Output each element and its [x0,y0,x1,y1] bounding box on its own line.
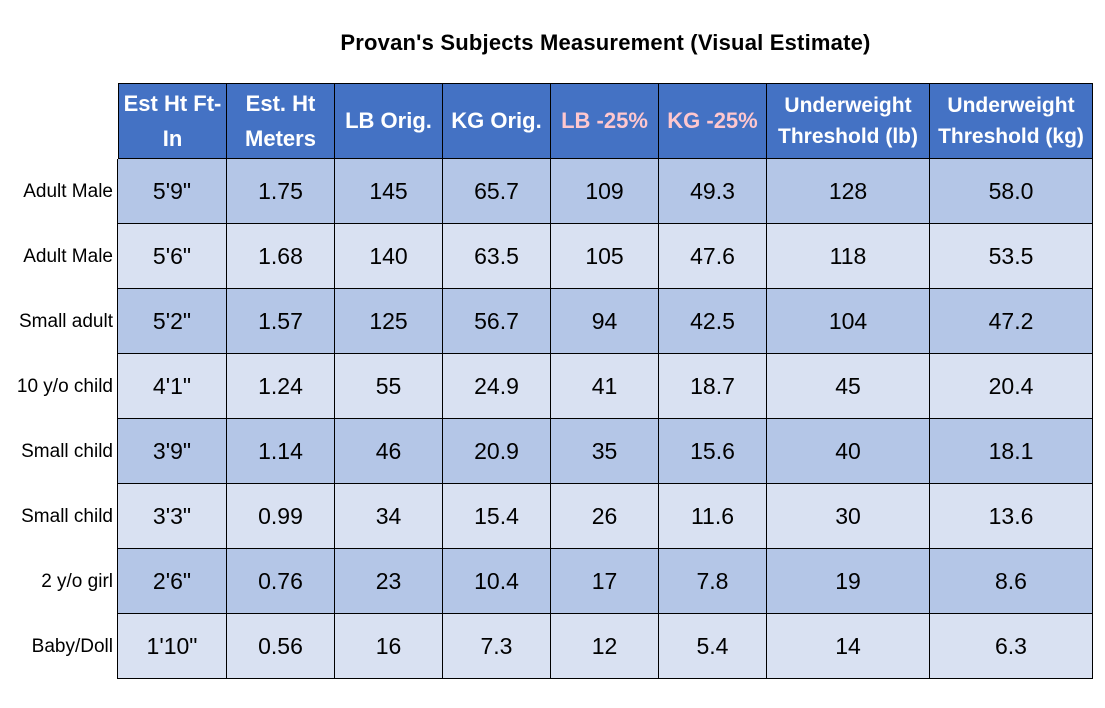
table-cell: 0.56 [227,614,335,679]
table-cell: 18.7 [659,354,767,419]
table-cell: 55 [335,354,443,419]
table-cell: 145 [335,159,443,224]
table-cell: 0.76 [227,549,335,614]
table-cell: 15.4 [443,484,551,549]
table-cell: 24.9 [443,354,551,419]
table-cell: 1.68 [227,224,335,289]
table-cell: 128 [767,159,930,224]
table-cell: 46 [335,419,443,484]
table-cell: 26 [551,484,659,549]
column-header-est-ht-meters: Est. Ht Meters [227,83,335,159]
table-cell: 19 [767,549,930,614]
table-cell: 20.9 [443,419,551,484]
table-cell: 40 [767,419,930,484]
table-cell: 5.4 [659,614,767,679]
table-cell: 41 [551,354,659,419]
table-cell: 11.6 [659,484,767,549]
table-cell: 45 [767,354,930,419]
column-header-kg-minus-25: KG -25% [659,83,767,159]
table-cell: 16 [335,614,443,679]
row-label: 10 y/o child [0,354,118,419]
table-cell: 118 [767,224,930,289]
table-cell: 20.4 [930,354,1093,419]
table-cell: 65.7 [443,159,551,224]
table-cell: 13.6 [930,484,1093,549]
table-cell: 53.5 [930,224,1093,289]
table-corner [0,83,118,159]
column-header-lb-minus-25: LB -25% [551,83,659,159]
row-label: 2 y/o girl [0,549,118,614]
table-cell: 17 [551,549,659,614]
table-cell: 10.4 [443,549,551,614]
table-cell: 15.6 [659,419,767,484]
column-header-underweight-kg: Underweight Threshold (kg) [930,83,1093,159]
row-label: Small child [0,419,118,484]
row-label: Adult Male [0,224,118,289]
table-cell: 5'2" [118,289,227,354]
table-cell: 34 [335,484,443,549]
table-cell: 7.8 [659,549,767,614]
table-cell: 49.3 [659,159,767,224]
table-cell: 2'6" [118,549,227,614]
table-cell: 42.5 [659,289,767,354]
table-cell: 47.2 [930,289,1093,354]
table-cell: 14 [767,614,930,679]
table-cell: 47.6 [659,224,767,289]
table-cell: 18.1 [930,419,1093,484]
table-cell: 109 [551,159,659,224]
table-cell: 0.99 [227,484,335,549]
table-cell: 56.7 [443,289,551,354]
table-cell: 1.24 [227,354,335,419]
row-label: Small adult [0,289,118,354]
table-cell: 1.75 [227,159,335,224]
table-cell: 3'3" [118,484,227,549]
table-cell: 23 [335,549,443,614]
table-cell: 5'9" [118,159,227,224]
column-header-est-ht-ft-in: Est Ht Ft-In [118,83,227,159]
table-cell: 4'1" [118,354,227,419]
row-label: Small child [0,484,118,549]
table-cell: 30 [767,484,930,549]
column-header-kg-orig: KG Orig. [443,83,551,159]
table-cell: 105 [551,224,659,289]
row-label: Adult Male [0,159,118,224]
measurement-table: Est Ht Ft-In Est. Ht Meters LB Orig. KG … [0,83,1093,679]
table-cell: 94 [551,289,659,354]
table-cell: 1'10" [118,614,227,679]
table-title: Provan's Subjects Measurement (Visual Es… [340,30,871,55]
table-cell: 58.0 [930,159,1093,224]
table-cell: 5'6" [118,224,227,289]
table-cell: 12 [551,614,659,679]
table-cell: 6.3 [930,614,1093,679]
table-cell: 104 [767,289,930,354]
table-cell: 7.3 [443,614,551,679]
table-cell: 140 [335,224,443,289]
column-header-lb-orig: LB Orig. [335,83,443,159]
row-label: Baby/Doll [0,614,118,679]
column-header-underweight-lb: Underweight Threshold (lb) [767,83,930,159]
table-cell: 125 [335,289,443,354]
table-cell: 35 [551,419,659,484]
table-cell: 3'9" [118,419,227,484]
table-cell: 63.5 [443,224,551,289]
table-cell: 1.57 [227,289,335,354]
table-cell: 8.6 [930,549,1093,614]
table-cell: 1.14 [227,419,335,484]
